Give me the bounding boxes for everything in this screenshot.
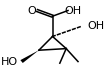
Text: O: O [28,6,36,16]
Text: OH: OH [88,21,105,31]
Polygon shape [20,50,39,63]
Text: OH: OH [64,6,82,16]
Text: HO: HO [1,57,18,67]
